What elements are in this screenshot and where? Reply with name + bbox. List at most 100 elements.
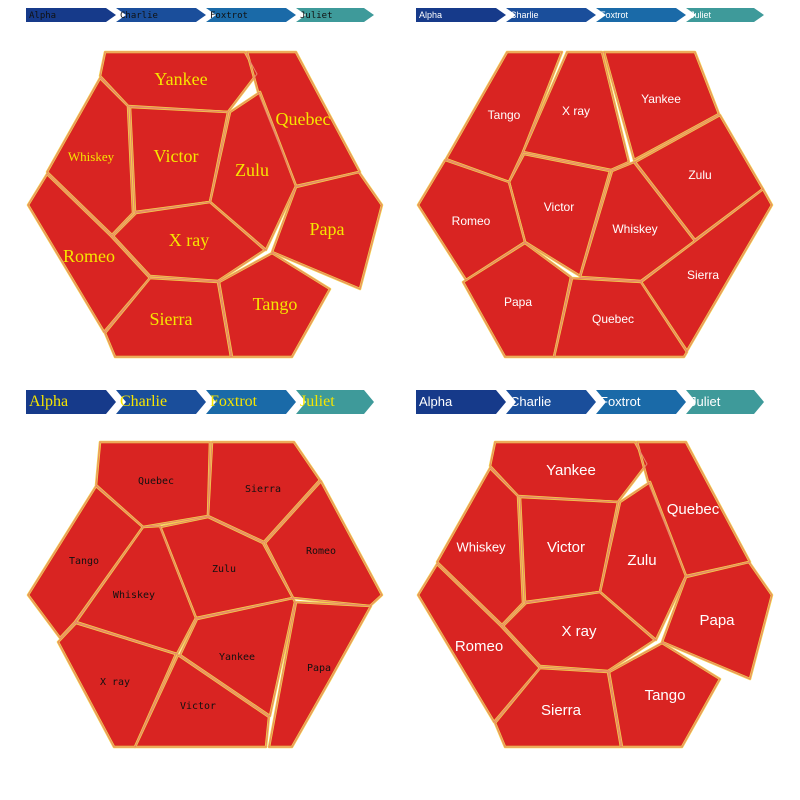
voronoi-cell-outline-x-ray [522,51,630,171]
cell-label-x-ray: X ray [100,677,130,688]
breadcrumb-segment-juliet[interactable] [296,390,374,414]
voronoi-cell-outline-papa [462,242,572,358]
cell-label-papa: Papa [504,295,532,309]
cell-label-zulu: Zulu [627,552,656,569]
voronoi-cell-outline-papa [268,601,372,748]
breadcrumb-label-juliet: Juliet [300,11,333,21]
breadcrumb-label-charlie: Charlie [120,393,167,410]
cell-label-romeo: Romeo [455,638,503,655]
breadcrumb-segment-foxtrot[interactable] [206,8,296,22]
cell-label-yankee: Yankee [546,462,596,479]
cell-label-quebec: Quebec [592,312,634,326]
breadcrumb-label-charlie: Charlie [120,11,158,21]
voronoi-cell-outline-x-ray [57,622,177,748]
voronoi-cell-outline-papa [661,561,773,680]
breadcrumb-segment-foxtrot[interactable] [596,390,686,414]
voronoi-panel-3: Alpha Charlie Foxtrot Juliet Quebec Sierra Tan… [26,390,384,749]
cell-label-yankee: Yankee [219,652,255,663]
voronoi-cells [416,50,774,359]
cell-label-tango: Tango [645,687,686,704]
breadcrumb-segment-charlie[interactable] [506,390,596,414]
cell-label-papa: Papa [310,219,345,239]
breadcrumb-label-foxtrot: Foxtrot [600,10,629,20]
cell-label-tango: Tango [253,294,298,314]
breadcrumb-label-foxtrot: Foxtrot [210,393,258,410]
voronoi-cell-outline-tango [218,252,331,358]
cell-label-papa: Papa [307,663,331,674]
voronoi-cell-outline-romeo [417,563,541,723]
breadcrumb-segment-charlie[interactable] [116,8,206,22]
cell-label-quebec: Quebec [138,476,174,487]
breadcrumb-label-alpha: Alpha [419,10,442,20]
breadcrumb-segment-alpha[interactable] [26,390,116,414]
cell-label-x-ray: X ray [561,623,597,640]
cell-label-whiskey: Whiskey [68,149,115,164]
breadcrumb-label-juliet: Juliet [300,393,335,410]
voronoi-cell-outline-romeo [417,159,526,281]
voronoi-panel-4: Alpha Charlie Foxtrot Juliet Yankee Quebec Whi… [416,390,774,749]
breadcrumb-label-juliet: Juliet [690,394,721,409]
breadcrumb-segment-juliet[interactable] [686,8,764,22]
cell-label-tango: Tango [488,108,521,122]
breadcrumb-label-alpha: Alpha [29,11,56,21]
cell-label-zulu: Zulu [235,160,269,180]
breadcrumb: Alpha Charlie Foxtrot Juliet [416,390,764,414]
voronoi-cell-outline-sierra [104,277,232,358]
voronoi-cell-outline-whiskey [46,77,134,236]
cell-label-papa: Papa [699,612,735,629]
voronoi-cell-outline-papa [271,171,383,290]
voronoi-cell-outline-tango [608,642,721,748]
breadcrumb-segment-alpha[interactable] [416,8,506,22]
voronoi-cell-outline-sierra [207,441,321,543]
breadcrumb-segment-foxtrot[interactable] [206,390,296,414]
cell-label-romeo: Romeo [452,214,491,228]
breadcrumb-label-foxtrot: Foxtrot [600,394,641,409]
voronoi-cell-outline-yankee [603,51,720,161]
cell-label-whiskey: Whiskey [612,222,657,236]
breadcrumb-label-alpha: Alpha [29,393,68,410]
voronoi-cell-outline-zulu [209,91,297,251]
voronoi-cells [26,440,384,749]
voronoi-cell-outline-whiskey [436,467,524,626]
cell-label-yankee: Yankee [641,92,681,106]
cell-label-romeo: Romeo [306,546,336,557]
breadcrumb-label-alpha: Alpha [419,394,453,409]
breadcrumb-segment-charlie[interactable] [506,8,596,22]
cell-label-whiskey: Whiskey [113,590,155,601]
voronoi-cell-outline-x-ray [112,201,266,282]
voronoi-panel-1: Alpha Charlie Foxtrot Juliet Yankee Quebec Whi… [26,8,384,359]
cell-label-victor: Victor [180,701,216,712]
breadcrumb-segment-juliet[interactable] [686,390,764,414]
cell-label-sierra: Sierra [687,268,719,282]
voronoi-cell-outline-quebec [553,277,688,358]
cell-label-victor: Victor [154,146,199,166]
breadcrumb-segment-juliet[interactable] [296,8,374,22]
breadcrumb-segment-alpha[interactable] [26,8,116,22]
cell-label-tango: Tango [69,556,99,567]
breadcrumb: Alpha Charlie Foxtrot Juliet [416,8,764,22]
voronoi-cell-outline-sierra [494,667,622,748]
cell-label-yankee: Yankee [154,69,207,89]
breadcrumb-label-foxtrot: Foxtrot [210,11,248,21]
cell-label-quebec: Quebec [667,501,720,518]
breadcrumb: Alpha Charlie Foxtrot Juliet [26,8,374,22]
breadcrumb: Alpha Charlie Foxtrot Juliet [26,390,374,414]
breadcrumb-segment-charlie[interactable] [116,390,206,414]
voronoi-cells [416,440,774,749]
voronoi-panel-2: Alpha Charlie Foxtrot Juliet Tango X ray Yanke… [416,8,774,359]
voronoi-cells [26,50,384,359]
voronoi-cell-outline-romeo [27,173,151,333]
cell-label-x-ray: X ray [562,104,590,118]
cell-label-victor: Victor [544,200,574,214]
cell-label-sierra: Sierra [541,702,582,719]
cell-label-quebec: Quebec [276,109,331,129]
cell-label-victor: Victor [547,539,585,556]
breadcrumb-segment-alpha[interactable] [416,390,506,414]
breadcrumb-segment-foxtrot[interactable] [596,8,686,22]
breadcrumb-label-charlie: Charlie [510,10,539,20]
voronoi-cell-outline-zulu [599,481,687,641]
breadcrumb-label-juliet: Juliet [690,10,712,20]
voronoi-cell-outline-victor [508,153,611,277]
voronoi-cell-outline-x-ray [502,591,656,672]
